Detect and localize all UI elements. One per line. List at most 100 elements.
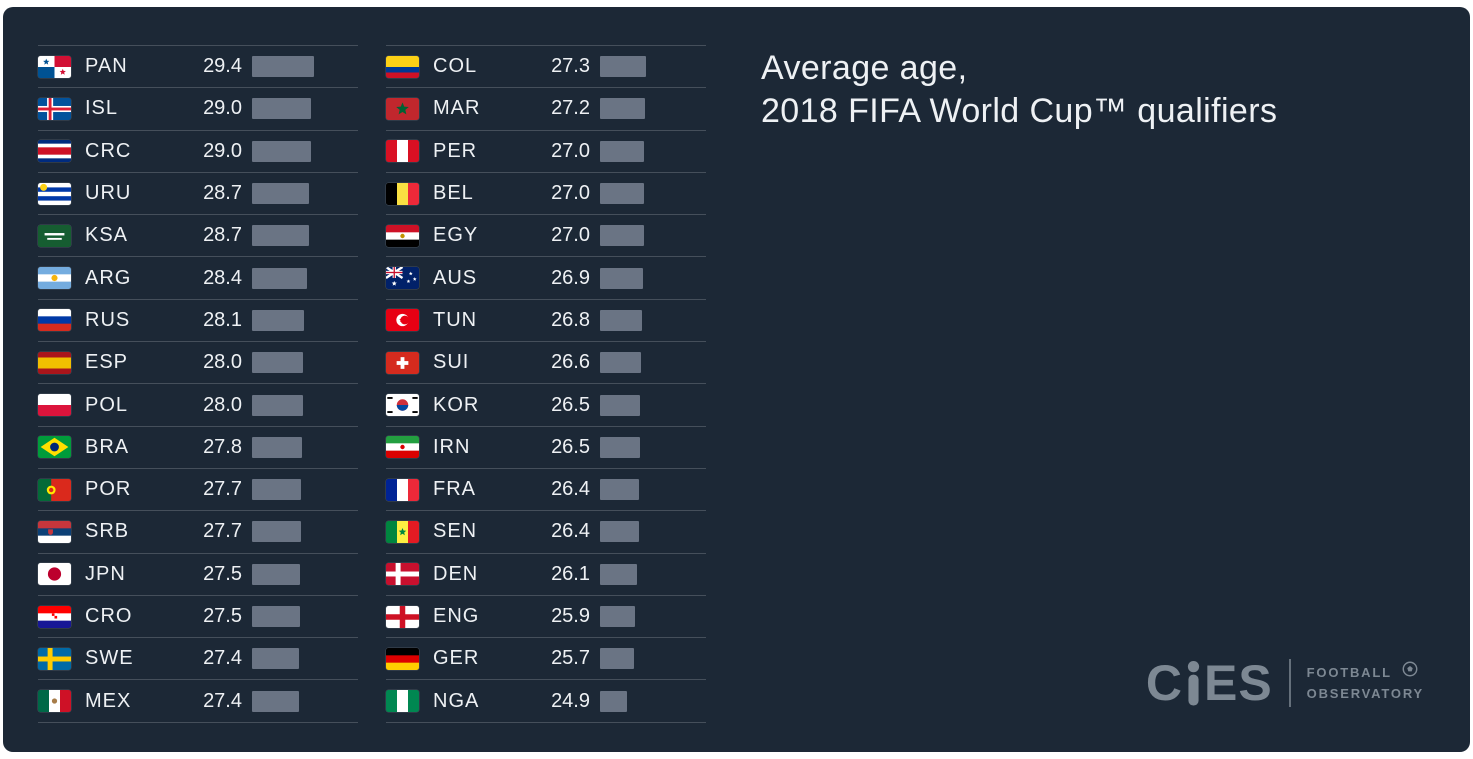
avg-age-value: 24.9 bbox=[551, 689, 590, 712]
country-code: MEX bbox=[85, 689, 132, 712]
country-row: KOR 26.5 bbox=[386, 384, 706, 427]
logo-text: FOOTBALL OBSERVATORY bbox=[1306, 661, 1424, 705]
age-bar-track bbox=[600, 140, 706, 162]
age-bar bbox=[252, 394, 303, 416]
age-bar bbox=[252, 140, 311, 162]
flag-icon-uru bbox=[38, 182, 71, 205]
flag-icon-bel bbox=[386, 182, 419, 205]
age-bar-track bbox=[600, 352, 706, 374]
country-code: NGA bbox=[433, 689, 480, 712]
avg-age-value: 27.4 bbox=[203, 689, 242, 712]
country-code: SWE bbox=[85, 647, 134, 670]
country-row: MEX 27.4 bbox=[38, 680, 358, 723]
country-row: PER 27.0 bbox=[386, 131, 706, 173]
player-icon bbox=[1186, 660, 1201, 706]
country-row: ARG 28.4 bbox=[38, 257, 358, 300]
age-bar-track bbox=[600, 479, 706, 501]
flag-icon-den bbox=[386, 563, 419, 586]
age-bar bbox=[600, 479, 639, 501]
flag-icon-per bbox=[386, 140, 419, 163]
country-code: SEN bbox=[433, 520, 478, 543]
flag-icon-nga bbox=[386, 690, 419, 713]
avg-age-value: 29.4 bbox=[203, 55, 242, 78]
age-bar bbox=[252, 309, 304, 331]
avg-age-value: 27.7 bbox=[203, 520, 242, 543]
country-code: CRC bbox=[85, 139, 132, 162]
country-code: EGY bbox=[433, 224, 479, 247]
country-row: BEL 27.0 bbox=[386, 173, 706, 216]
country-code: KSA bbox=[85, 224, 129, 247]
age-bar bbox=[600, 98, 645, 120]
age-bar-track bbox=[600, 309, 706, 331]
age-bar bbox=[600, 183, 644, 205]
age-bar-track bbox=[252, 436, 358, 458]
country-row: EGY 27.0 bbox=[386, 215, 706, 258]
country-code: IRN bbox=[433, 435, 471, 458]
country-row: CRO 27.5 bbox=[38, 596, 358, 639]
age-bar-track bbox=[252, 98, 358, 120]
age-bar bbox=[252, 225, 309, 247]
age-bar-track bbox=[600, 98, 706, 120]
age-bar-track bbox=[600, 563, 706, 585]
country-row: SUI 26.6 bbox=[386, 342, 706, 385]
age-bar-track bbox=[252, 225, 358, 247]
flag-icon-mar bbox=[386, 97, 419, 120]
title-line-1: Average age, bbox=[761, 49, 968, 87]
flag-icon-bra bbox=[38, 436, 71, 459]
flag-icon-crc bbox=[38, 140, 71, 163]
flag-icon-arg bbox=[38, 267, 71, 290]
country-code: BEL bbox=[433, 182, 474, 205]
age-bar bbox=[252, 436, 302, 458]
age-bar bbox=[600, 436, 640, 458]
country-row: GER 25.7 bbox=[386, 638, 706, 681]
rankings-table: PAN 29.4 ISL 29.0 CRC 29.0 URU 28.7 KSA 28.7 ARG 28… bbox=[38, 45, 706, 723]
age-bar bbox=[600, 56, 646, 78]
country-row: IRN 26.5 bbox=[386, 427, 706, 469]
age-bar-track bbox=[252, 140, 358, 162]
age-bar-track bbox=[252, 183, 358, 205]
country-row: ENG 25.9 bbox=[386, 596, 706, 639]
country-row: RUS 28.1 bbox=[38, 300, 358, 343]
soccer-ball-icon bbox=[1402, 661, 1418, 677]
avg-age-value: 27.0 bbox=[551, 139, 590, 162]
country-row: BRA 27.8 bbox=[38, 427, 358, 469]
wordmark-right: ES bbox=[1203, 655, 1273, 711]
age-bar-track bbox=[600, 436, 706, 458]
age-bar-track bbox=[252, 267, 358, 289]
country-code: GER bbox=[433, 647, 480, 670]
country-code: JPN bbox=[85, 562, 126, 585]
country-row: JPN 27.5 bbox=[38, 554, 358, 596]
avg-age-value: 26.4 bbox=[551, 478, 590, 501]
flag-icon-rus bbox=[38, 309, 71, 332]
age-bar-track bbox=[600, 648, 706, 670]
infographic-card: PAN 29.4 ISL 29.0 CRC 29.0 URU 28.7 KSA 28.7 ARG 28… bbox=[3, 7, 1470, 752]
flag-icon-ger bbox=[386, 647, 419, 670]
country-code: ISL bbox=[85, 97, 119, 120]
flag-icon-irn bbox=[386, 436, 419, 459]
age-bar-track bbox=[600, 690, 706, 712]
flag-icon-kor bbox=[386, 394, 419, 417]
logo-line-football: FOOTBALL bbox=[1306, 664, 1392, 680]
avg-age-value: 28.0 bbox=[203, 351, 242, 374]
avg-age-value: 29.0 bbox=[203, 97, 242, 120]
logo-divider bbox=[1288, 659, 1291, 707]
age-bar bbox=[252, 563, 300, 585]
country-row: KSA 28.7 bbox=[38, 215, 358, 258]
age-bar bbox=[600, 606, 635, 627]
avg-age-value: 27.5 bbox=[203, 605, 242, 627]
age-bar bbox=[252, 648, 299, 670]
flag-icon-egy bbox=[386, 224, 419, 247]
country-code: CRO bbox=[85, 605, 133, 627]
flag-icon-cro bbox=[38, 605, 71, 628]
age-bar-track bbox=[252, 690, 358, 712]
age-bar-track bbox=[252, 479, 358, 501]
country-code: DEN bbox=[433, 562, 479, 585]
avg-age-value: 25.9 bbox=[551, 605, 590, 627]
age-bar-track bbox=[600, 606, 706, 627]
title-line-2: 2018 FIFA World Cup™ qualifiers bbox=[761, 91, 1278, 130]
country-code: URU bbox=[85, 182, 132, 205]
avg-age-value: 27.4 bbox=[203, 647, 242, 670]
avg-age-value: 26.4 bbox=[551, 520, 590, 543]
age-bar bbox=[252, 267, 307, 289]
age-bar-track bbox=[600, 267, 706, 289]
